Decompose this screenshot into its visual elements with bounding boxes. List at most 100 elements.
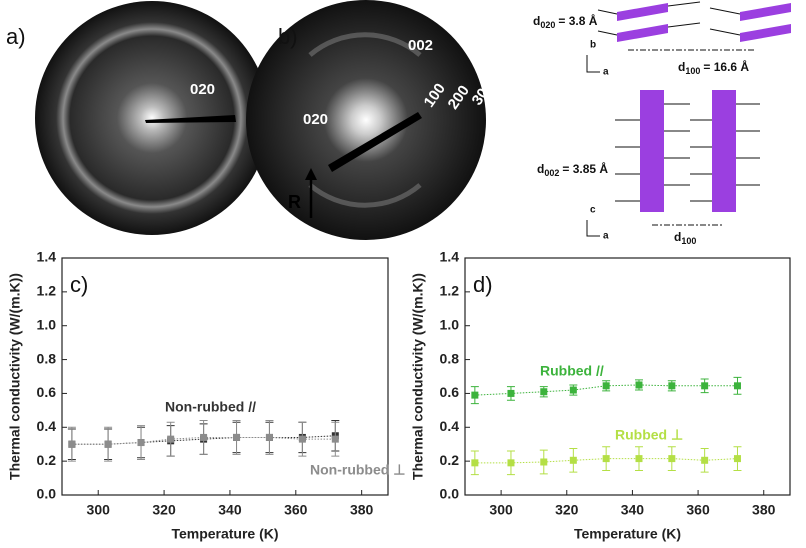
marker [167, 435, 175, 443]
marker [471, 391, 479, 399]
marker [137, 439, 145, 447]
x-axis-title: Temperature (K) [171, 526, 278, 542]
molecule [740, 3, 791, 21]
axis-letter: c [590, 205, 596, 216]
arrow-head [305, 168, 317, 180]
x-tick-label: 340 [621, 502, 645, 518]
marker [200, 433, 208, 441]
x-axis-title: Temperature (K) [574, 526, 681, 542]
panel-label: b) [278, 24, 298, 49]
axis-letter: a [603, 231, 609, 242]
index: 100 [685, 66, 700, 76]
series-label: Non-rubbed // [165, 399, 256, 415]
value: = 3.85 Å [562, 161, 608, 176]
y-tick-label: 0.2 [37, 452, 57, 468]
x-tick-label: 360 [284, 502, 308, 518]
marker [507, 459, 515, 467]
beam-stop [328, 112, 422, 172]
series-line [71, 436, 336, 445]
reflection-label: 020 [190, 81, 215, 98]
reflection-label: 020 [303, 111, 328, 128]
marker [540, 458, 548, 466]
x-tick-label: 360 [686, 502, 710, 518]
marker [668, 455, 676, 463]
molecule [617, 3, 668, 21]
diffraction-b: b) 002 100 200 300 020 R [246, 0, 497, 240]
x-tick-label: 300 [87, 502, 111, 518]
series-line [71, 435, 336, 445]
direction-label: R [288, 192, 301, 212]
y-axis-title: Thermal conductivity (W/(m.K)) [410, 273, 426, 480]
marker [540, 388, 548, 396]
y-tick-label: 1.4 [37, 249, 57, 265]
schematic: d020 = 3.8 Å d100 = 16.6 Å d002 = 3.85 Å d1… [533, 1, 791, 246]
charts: 0.0 0.2 0.4 0.6 0.8 1.0 1.2 1.4 300 320 340 360 380 T… [7, 249, 791, 542]
value: = 16.6 Å [703, 59, 749, 74]
marker [471, 459, 479, 467]
y-tick-label: 1.4 [440, 249, 460, 265]
y-tick-label: 0.2 [440, 452, 460, 468]
x-tick-label: 320 [152, 502, 176, 518]
y-tick-label: 1.0 [37, 316, 57, 332]
marker [569, 456, 577, 464]
side-chain [615, 103, 760, 202]
x-tick-label: 340 [218, 502, 242, 518]
x-tick-label: 320 [555, 502, 579, 518]
y-axis-title: Thermal conductivity (W/(m.K)) [7, 273, 23, 480]
molecule [640, 90, 664, 212]
panel-label: d) [473, 272, 493, 297]
series-label: Non-rubbed ⊥ [310, 462, 405, 478]
index: 020 [540, 20, 555, 30]
value: = 3.8 Å [558, 13, 597, 28]
symbol: d [537, 162, 544, 176]
marker [298, 435, 306, 443]
marker [701, 456, 709, 464]
y-tick-label: 0.0 [37, 486, 57, 502]
plot-frame [61, 257, 389, 496]
axes [586, 220, 600, 237]
molecule [712, 90, 736, 212]
y-tick-label: 1.2 [440, 283, 460, 299]
y-tick-label: 0.8 [37, 350, 57, 366]
x-tick-label: 300 [489, 502, 513, 518]
spacing-label: d100 [674, 230, 696, 246]
marker [602, 382, 610, 390]
plot-frame [464, 257, 791, 496]
series-label: Rubbed // [540, 363, 604, 379]
diffraction-a: a) 020 [6, 1, 269, 235]
axis-letter: a [603, 67, 609, 78]
symbol: d [678, 60, 685, 74]
marker [507, 389, 515, 397]
marker [701, 382, 709, 390]
marker [104, 440, 112, 448]
marker [635, 455, 643, 463]
marker [668, 382, 676, 390]
spacing-label: d002 = 3.85 Å [537, 161, 608, 178]
arc [308, 183, 422, 208]
spacing-label: d100 = 16.6 Å [678, 59, 749, 76]
spacing-label: d020 = 3.8 Å [533, 13, 598, 30]
y-tick-label: 0.4 [37, 418, 57, 434]
index: 002 [544, 168, 559, 178]
marker [331, 435, 339, 443]
molecule [740, 24, 791, 42]
y-tick-label: 0.0 [440, 486, 460, 502]
y-tick-label: 0.4 [440, 418, 460, 434]
series-line [474, 384, 738, 396]
marker [733, 455, 741, 463]
marker [569, 386, 577, 394]
series-label: Rubbed ⊥ [615, 427, 683, 443]
symbol: d [533, 14, 540, 28]
symbol: d [674, 230, 681, 244]
marker [233, 433, 241, 441]
index: 100 [681, 236, 696, 246]
panel-label: a) [6, 24, 26, 49]
axis-letter: b [590, 40, 596, 51]
y-tick-label: 1.0 [440, 316, 460, 332]
reflection-label: 002 [408, 37, 433, 54]
molecule [617, 24, 668, 42]
marker [265, 433, 273, 441]
pattern [35, 1, 269, 235]
arc [308, 32, 422, 57]
